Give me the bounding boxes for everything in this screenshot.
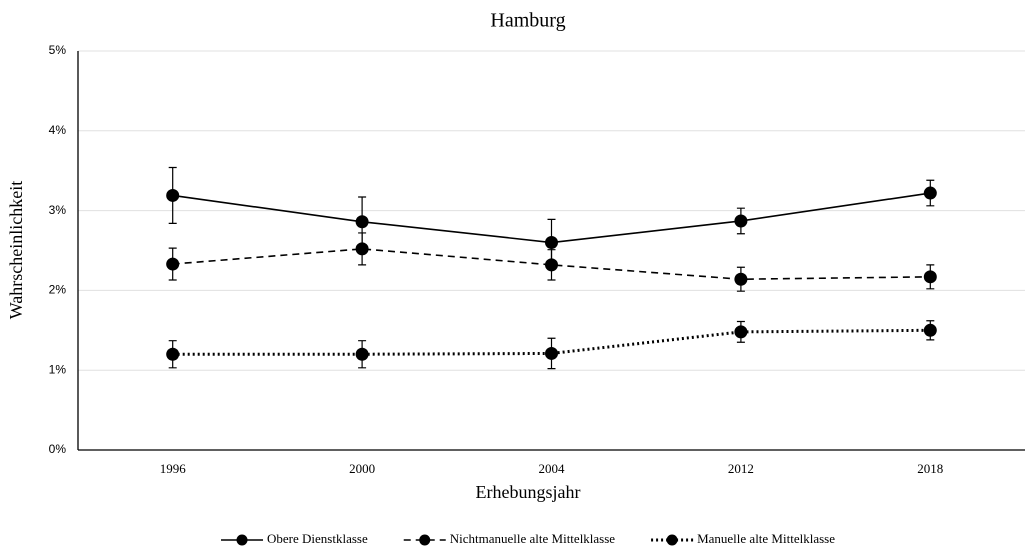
legend-marker [236,534,248,546]
chart-title: Hamburg [490,10,565,32]
point [545,258,558,272]
point [355,215,369,229]
x-tick-label: 2018 [917,461,943,476]
point [545,236,558,250]
x-tick-label: 1996 [160,461,187,476]
point [355,347,369,361]
legend-marker [666,534,678,546]
series-line [172,248,931,281]
point [166,257,180,271]
series-line [172,328,931,356]
point [923,323,937,337]
y-tick-label: 2% [49,283,67,297]
x-tick-label: 2012 [728,461,754,476]
x-axis-label: Erhebungsjahr [476,482,581,502]
y-tick-label: 4% [49,123,67,137]
y-tick-label: 1% [49,362,67,376]
legend-label: Nichtmanuelle alte Mittelklasse [450,531,616,546]
point [734,272,748,286]
y-axis-label: Wahrscheinlichkeit [6,181,26,320]
point [923,186,937,200]
legend-label: Obere Dienstklasse [267,531,368,546]
point [166,188,180,202]
point [734,325,748,339]
y-tick-label: 0% [49,442,67,456]
x-tick-label: 2000 [349,461,375,476]
legend-marker [419,534,431,546]
y-tick-label: 3% [49,203,67,217]
legend-label: Manuelle alte Mittelklasse [697,531,835,546]
y-tick-label: 5% [49,43,67,57]
point [923,270,937,284]
point [734,214,748,228]
x-tick-label: 2004 [539,461,566,476]
point [355,242,369,256]
point [545,346,558,360]
point [166,347,180,361]
